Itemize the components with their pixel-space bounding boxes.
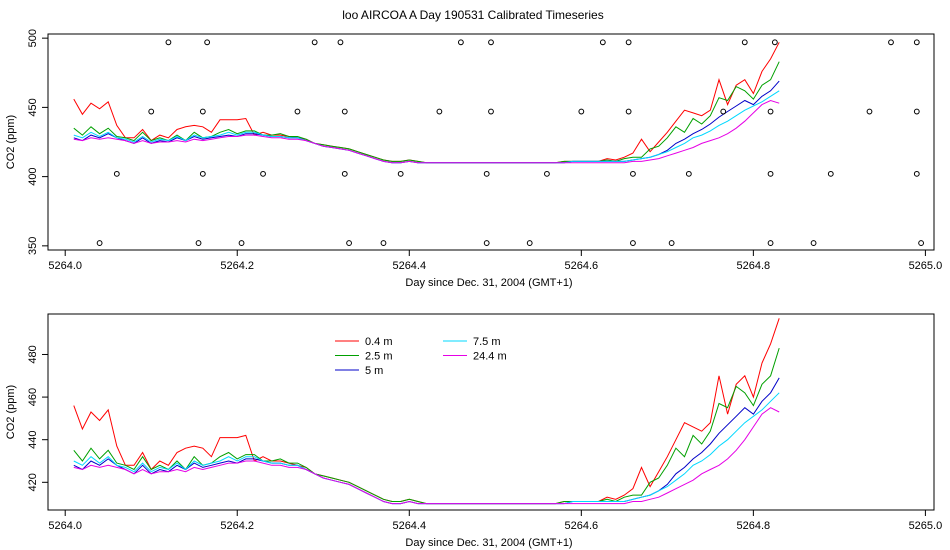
chart-title: loo AIRCOA A Day 190531 Calibrated Times… bbox=[342, 8, 603, 22]
bottom-series-line-7-5-m bbox=[73, 392, 780, 505]
top-x-tick-label: 5264.0 bbox=[48, 260, 82, 272]
legend-label-2-5-m: 2.5 m bbox=[365, 351, 393, 363]
top-flag-point bbox=[165, 39, 172, 46]
top-flag-point bbox=[346, 240, 352, 246]
bottom-series-line-0-4-m bbox=[73, 318, 780, 505]
top-y-tick-label: 450 bbox=[27, 98, 39, 116]
top-flag-point bbox=[483, 240, 490, 246]
top-flag-point bbox=[483, 170, 490, 177]
top-flag-point bbox=[311, 39, 318, 46]
top-flag-point bbox=[720, 108, 727, 115]
top-flag-point bbox=[771, 39, 778, 46]
legend-label-5-m: 5 m bbox=[365, 365, 383, 377]
bottom-x-tick-label: 5265.0 bbox=[909, 520, 943, 532]
top-flag-point bbox=[888, 39, 894, 46]
legend-label-24-4-m: 24.4 m bbox=[473, 351, 507, 363]
top-flag-point bbox=[685, 170, 692, 177]
top-flag-point bbox=[148, 108, 155, 115]
top-flag-point bbox=[827, 170, 834, 177]
top-flag-point bbox=[457, 39, 464, 46]
bottom-x-tick-label: 5264.0 bbox=[48, 520, 82, 532]
top-x-tick-label: 5264.2 bbox=[220, 260, 254, 272]
top-y-tick-label: 350 bbox=[27, 237, 39, 255]
top-flag-point bbox=[913, 108, 920, 115]
top-flag-point bbox=[913, 170, 920, 177]
top-flag-point bbox=[767, 240, 774, 246]
top-flag-point bbox=[913, 39, 920, 46]
top-x-tick-label: 5264.4 bbox=[392, 260, 426, 272]
top-series-line-24-4-m bbox=[73, 99, 780, 164]
bottom-x-tick-label: 5264.4 bbox=[392, 520, 426, 532]
top-flag-point bbox=[526, 240, 533, 246]
top-flag-point bbox=[341, 108, 348, 115]
bottom-series-line-5-m bbox=[73, 377, 780, 505]
top-flag-point bbox=[294, 108, 301, 115]
top-flag-point bbox=[578, 108, 585, 115]
legend: 0.4 m 2.5 m 5 m 7.5 m 24.4 m bbox=[335, 336, 507, 377]
top-flag-point bbox=[341, 170, 348, 177]
bottom-x-tick-label: 5264.6 bbox=[564, 520, 598, 532]
top-flag-point bbox=[488, 39, 494, 46]
top-series-line-5-m bbox=[73, 80, 780, 164]
top-y-tick-label: 400 bbox=[27, 167, 39, 185]
bottom-y-tick-label: 420 bbox=[27, 473, 39, 491]
bottom-plot-frame bbox=[47, 313, 935, 511]
bottom-y-axis-label: CO2 (ppm) bbox=[5, 385, 17, 439]
top-series-line-0-4-m bbox=[73, 42, 780, 164]
bottom-x-axis-label: Day since Dec. 31, 2004 (GMT+1) bbox=[405, 537, 572, 549]
top-flag-point bbox=[238, 240, 245, 246]
top-flag-point bbox=[397, 170, 404, 177]
top-flag-point bbox=[866, 108, 873, 115]
top-flag-point bbox=[767, 108, 774, 115]
top-flag-point bbox=[488, 108, 494, 115]
top-flag-point bbox=[810, 240, 817, 246]
legend-label-7-5-m: 7.5 m bbox=[473, 336, 501, 348]
top-flag-point bbox=[96, 240, 103, 246]
top-flag-point bbox=[668, 240, 675, 246]
top-flag-point bbox=[544, 170, 550, 177]
top-x-tick-label: 5264.8 bbox=[737, 260, 771, 272]
top-flag-point bbox=[767, 170, 774, 177]
top-flag-point bbox=[260, 170, 266, 177]
top-flag-point bbox=[741, 39, 748, 46]
top-flag-point bbox=[436, 108, 443, 115]
top-flag-point bbox=[599, 39, 606, 46]
top-series-line-7-5-m bbox=[73, 90, 780, 164]
top-flag-point bbox=[380, 240, 387, 246]
bottom-y-tick-label: 460 bbox=[27, 388, 39, 406]
bottom-y-tick-label: 440 bbox=[27, 431, 39, 449]
bottom-series-line-2-5-m bbox=[73, 347, 780, 505]
top-x-tick-label: 5264.6 bbox=[564, 260, 598, 272]
legend-label-0-4-m: 0.4 m bbox=[365, 336, 393, 348]
top-series-line-2-5-m bbox=[73, 61, 780, 164]
top-flag-point bbox=[918, 240, 924, 246]
bottom-series-line-24-4-m bbox=[73, 407, 780, 505]
top-y-axis-label: CO2 (ppm) bbox=[5, 115, 17, 169]
bottom-y-tick-label: 480 bbox=[27, 345, 39, 363]
bottom-x-tick-label: 5264.8 bbox=[737, 520, 771, 532]
top-flag-point bbox=[199, 170, 206, 177]
bottom-panel: 5264.0 5264.2 5264.4 5264.6 5264.8 5265.0 420 4… bbox=[5, 313, 943, 549]
top-flag-point bbox=[113, 170, 120, 177]
top-x-axis-label: Day since Dec. 31, 2004 (GMT+1) bbox=[405, 277, 572, 289]
top-flag-point bbox=[337, 39, 344, 46]
top-flag-point bbox=[630, 170, 636, 177]
top-flag-point bbox=[199, 108, 206, 115]
top-plot-frame bbox=[47, 33, 935, 251]
top-flag-point bbox=[625, 108, 632, 115]
top-panel: 5264.0 5264.2 5264.4 5264.6 5264.8 5265.0 350 4… bbox=[5, 29, 942, 289]
top-y-tick-label: 500 bbox=[27, 29, 39, 47]
top-flag-point bbox=[630, 240, 636, 246]
top-x-tick-label: 5265.0 bbox=[909, 260, 943, 272]
bottom-x-tick-label: 5264.2 bbox=[220, 520, 254, 532]
top-flag-point bbox=[204, 39, 211, 46]
top-flag-point bbox=[195, 240, 202, 246]
top-flag-point bbox=[625, 39, 632, 46]
